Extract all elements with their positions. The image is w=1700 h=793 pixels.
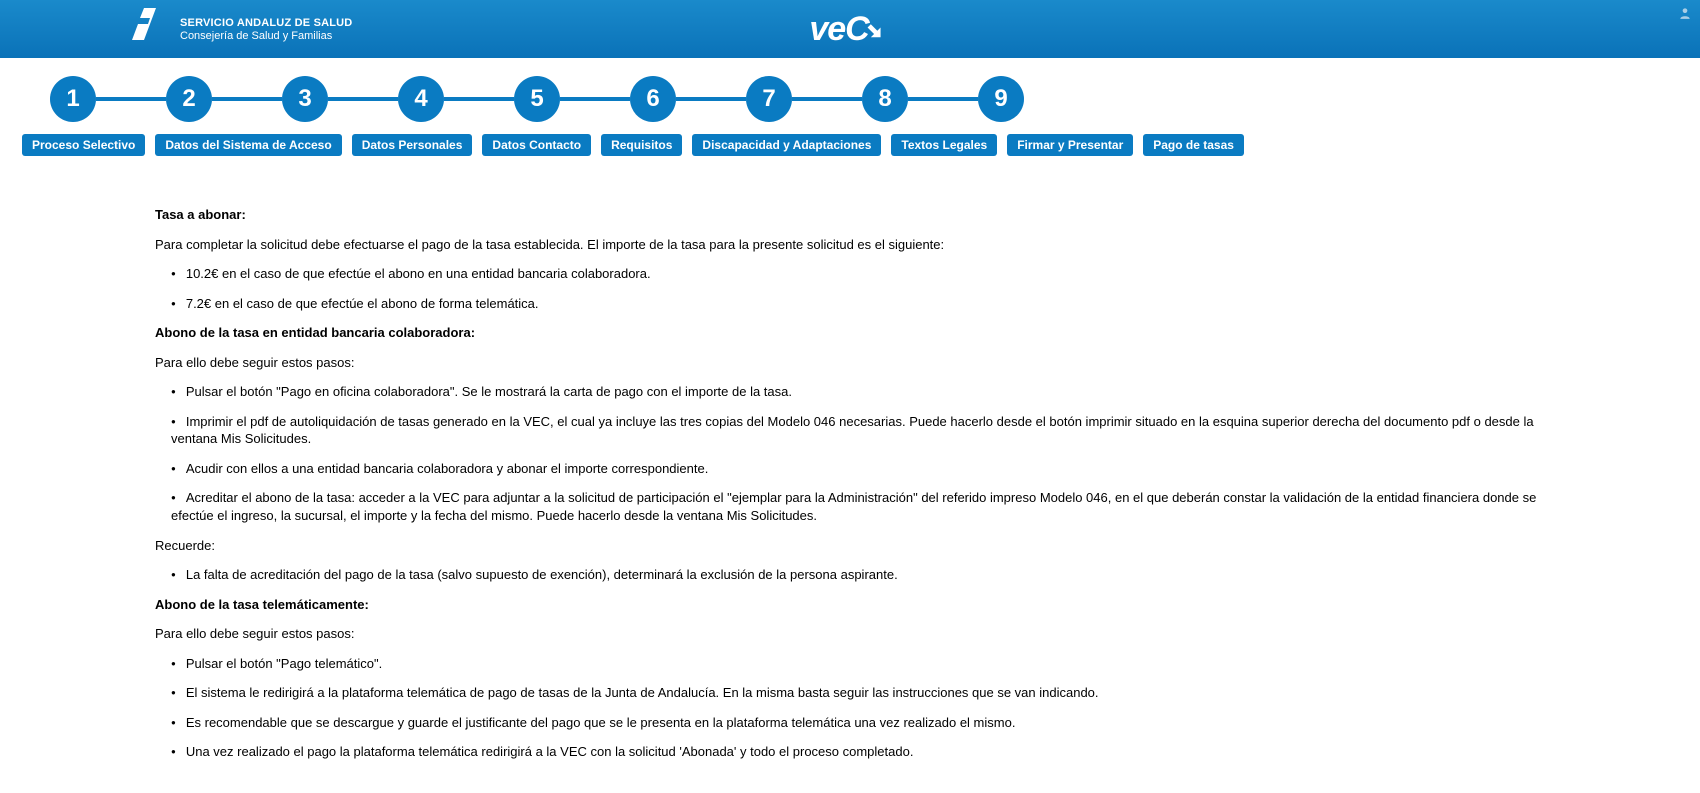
step-connector xyxy=(212,97,282,101)
step-connector xyxy=(676,97,746,101)
para-telematica-intro: Para ello debe seguir estos pasos: xyxy=(155,625,1545,643)
andalucia-logo-icon xyxy=(130,4,162,54)
step-circle-4[interactable]: 4 xyxy=(398,76,444,122)
bancaria-item: Imprimir el pdf de autoliquidación de ta… xyxy=(171,413,1545,448)
step-label-8[interactable]: Firmar y Presentar xyxy=(1007,134,1133,156)
header-org-text: SERVICIO ANDALUZ DE SALUD Consejería de … xyxy=(180,17,352,42)
stepper-row: 1 2 3 4 5 6 7 8 9 xyxy=(50,76,1024,122)
step-label-4[interactable]: Datos Contacto xyxy=(482,134,591,156)
step-connector xyxy=(560,97,630,101)
step-label-5[interactable]: Requisitos xyxy=(601,134,682,156)
step-circle-3[interactable]: 3 xyxy=(282,76,328,122)
step-circle-7[interactable]: 7 xyxy=(746,76,792,122)
step-circle-2[interactable]: 2 xyxy=(166,76,212,122)
step-label-2[interactable]: Datos del Sistema de Acceso xyxy=(155,134,341,156)
bancaria-item: Pulsar el botón "Pago en oficina colabor… xyxy=(171,383,1545,401)
telematica-item: Pulsar el botón "Pago telemático". xyxy=(171,655,1545,673)
bancaria-item: Acudir con ellos a una entidad bancaria … xyxy=(171,460,1545,478)
heading-bancaria: Abono de la tasa en entidad bancaria col… xyxy=(155,324,1545,342)
step-label-6[interactable]: Discapacidad y Adaptaciones xyxy=(692,134,881,156)
list-importes: 10.2€ en el caso de que efectúe el abono… xyxy=(155,265,1545,312)
importes-item: 7.2€ en el caso de que efectúe el abono … xyxy=(171,295,1545,313)
importes-item: 10.2€ en el caso de que efectúe el abono… xyxy=(171,265,1545,283)
step-label-1[interactable]: Proceso Selectivo xyxy=(22,134,145,156)
step-connector xyxy=(792,97,862,101)
user-icon[interactable] xyxy=(1678,6,1692,23)
step-circle-5[interactable]: 5 xyxy=(514,76,560,122)
step-circle-9[interactable]: 9 xyxy=(978,76,1024,122)
stepper-labels-row: Proceso Selectivo Datos del Sistema de Ac… xyxy=(0,130,1700,156)
header-bar: SERVICIO ANDALUZ DE SALUD Consejería de … xyxy=(0,0,1700,58)
header-logo-block: SERVICIO ANDALUZ DE SALUD Consejería de … xyxy=(130,4,352,54)
step-connector xyxy=(908,97,978,101)
heading-tasa: Tasa a abonar: xyxy=(155,206,1545,224)
step-circle-1[interactable]: 1 xyxy=(50,76,96,122)
telematica-item: El sistema le redirigirá a la plataforma… xyxy=(171,684,1545,702)
step-circle-8[interactable]: 8 xyxy=(862,76,908,122)
telematica-item: Es recomendable que se descargue y guard… xyxy=(171,714,1545,732)
telematica-item: Una vez realizado el pago la plataforma … xyxy=(171,743,1545,761)
step-connector xyxy=(96,97,166,101)
step-connector xyxy=(444,97,514,101)
content-body: Tasa a abonar: Para completar la solicit… xyxy=(0,156,1700,793)
step-circle-6[interactable]: 6 xyxy=(630,76,676,122)
step-label-9[interactable]: Pago de tasas xyxy=(1143,134,1244,156)
list-recuerde: La falta de acreditación del pago de la … xyxy=(155,566,1545,584)
step-label-3[interactable]: Datos Personales xyxy=(352,134,473,156)
step-label-7[interactable]: Textos Legales xyxy=(891,134,997,156)
step-connector xyxy=(328,97,398,101)
vec-brand-icon: veC xyxy=(809,10,890,49)
para-tasa-intro: Para completar la solicitud debe efectua… xyxy=(155,236,1545,254)
bancaria-item: Acreditar el abono de la tasa: acceder a… xyxy=(171,489,1545,524)
heading-telematica: Abono de la tasa telemáticamente: xyxy=(155,596,1545,614)
org-name-line1: SERVICIO ANDALUZ DE SALUD xyxy=(180,17,352,29)
para-recuerde: Recuerde: xyxy=(155,537,1545,555)
org-name-line2: Consejería de Salud y Familias xyxy=(180,30,352,42)
recuerde-item: La falta de acreditación del pago de la … xyxy=(171,566,1545,584)
list-bancaria-pasos: Pulsar el botón "Pago en oficina colabor… xyxy=(155,383,1545,524)
list-telematica-pasos: Pulsar el botón "Pago telemático". El sis… xyxy=(155,655,1545,761)
para-bancaria-intro: Para ello debe seguir estos pasos: xyxy=(155,354,1545,372)
stepper-container: 1 2 3 4 5 6 7 8 9 xyxy=(0,58,1700,130)
